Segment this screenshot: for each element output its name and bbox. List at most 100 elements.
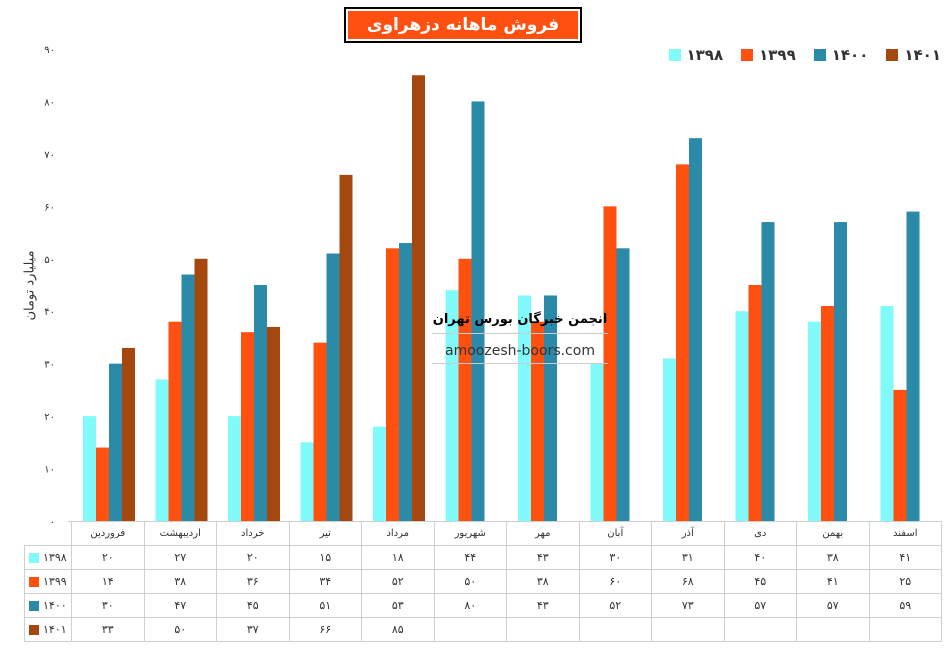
x-tick-label: بهمن — [796, 521, 870, 546]
table-row: ۱۴۰۰ ۳۰ ۴۷ ۴۵ ۵۱ ۵۳ ۸۰ ۴۳ ۵۲ ۷۳ ۵۷ ۵۷ ۵۹ — [24, 592, 942, 618]
table-cell: ۳۸ — [143, 568, 217, 594]
table-cell: ۱۵ — [288, 544, 362, 570]
x-tick-label: اردیبهشت — [143, 521, 217, 546]
table-cell: ۳۸ — [796, 544, 870, 570]
watermark-url: amoozesh-boors.com — [432, 343, 608, 364]
table-cell: ۲۷ — [143, 544, 217, 570]
row-header: ۱۳۹۸ — [24, 544, 72, 570]
table-cell: ۳۱ — [651, 544, 725, 570]
chart-title-box: فروش ماهانه دزهراوی — [344, 7, 582, 43]
bar-1-3 — [313, 342, 327, 521]
table-cell: ۴۳ — [506, 592, 580, 618]
bar-2-6 — [544, 295, 557, 521]
table-cell — [578, 616, 652, 642]
bar-3-2 — [267, 326, 280, 521]
bar-2-4 — [399, 243, 412, 522]
bar-0-0 — [83, 416, 96, 521]
bar-3-3 — [339, 174, 353, 521]
bar-0-7 — [590, 363, 604, 521]
bar-0-6 — [518, 295, 531, 521]
bar-2-9 — [761, 222, 775, 522]
x-tick-label: فروردین — [71, 521, 145, 546]
legend-item: ۱۳۹۹ — [741, 46, 796, 64]
table-cell: ۶۶ — [288, 616, 362, 642]
bar-1-1 — [168, 321, 182, 521]
legend-swatch — [886, 49, 899, 61]
x-tick-label: آذر — [651, 521, 725, 546]
bar-0-3 — [300, 442, 314, 521]
y-tick-label: ۲۰ — [44, 412, 55, 423]
bar-3-4 — [412, 75, 425, 521]
table-cell: ۳۳ — [71, 616, 145, 642]
table-cell — [868, 616, 942, 642]
y-tick-label: ۵۰ — [44, 255, 55, 266]
table-cell: ۲۰ — [216, 544, 290, 570]
table-cell: ۵۷ — [723, 592, 797, 618]
legend-swatch — [813, 49, 826, 61]
table-cell — [796, 616, 870, 642]
row-swatch — [29, 600, 39, 611]
table-cell — [433, 616, 507, 642]
table-cell: ۴۵ — [723, 568, 797, 594]
table-cell: ۸۰ — [433, 592, 507, 618]
bar-1-10 — [821, 305, 834, 521]
y-tick-label: ۶۰ — [44, 202, 55, 213]
bar-3-1 — [194, 258, 208, 521]
table-cell: ۵۰ — [433, 568, 507, 594]
bar-1-8 — [676, 164, 689, 521]
row-header: ۱۴۰۱ — [24, 616, 72, 642]
y-tick-label: ۱۰ — [44, 465, 55, 476]
bar-2-10 — [834, 222, 847, 522]
table-cell: ۳۸ — [506, 568, 580, 594]
bar-0-8 — [663, 358, 676, 521]
x-tick-label: خرداد — [216, 521, 290, 546]
bar-1-0 — [96, 447, 109, 521]
row-swatch — [29, 624, 39, 635]
bar-2-11 — [906, 211, 920, 522]
row-label: ۱۴۰۰ — [43, 598, 67, 612]
bar-0-11 — [880, 305, 894, 521]
table-cell: ۶۸ — [651, 568, 725, 594]
table-cell: ۴۷ — [143, 592, 217, 618]
x-tick-label: تیر — [288, 521, 362, 546]
bar-0-10 — [808, 321, 821, 521]
legend-swatch — [668, 49, 681, 61]
y-tick-label: ۸۰ — [44, 97, 55, 108]
legend-item: ۱۳۹۸ — [668, 46, 723, 64]
table-cell: ۵۹ — [868, 592, 942, 618]
x-tick-label: مهر — [506, 521, 580, 546]
table-cell: ۲۰ — [71, 544, 145, 570]
table-row: ۱۳۹۸ ۲۰ ۲۷ ۲۰ ۱۵ ۱۸ ۴۴ ۴۳ ۳۰ ۳۱ ۴۰ ۳۸ ۴۱ — [24, 544, 942, 570]
chart-title: فروش ماهانه دزهراوی — [348, 11, 578, 39]
table-cell: ۳۷ — [216, 616, 290, 642]
table-cell: ۴۳ — [506, 544, 580, 570]
table-cell: ۳۰ — [578, 544, 652, 570]
legend-swatch — [741, 49, 754, 61]
bar-1-7 — [603, 206, 617, 522]
table-cell: ۴۴ — [433, 544, 507, 570]
bar-0-5 — [445, 290, 459, 521]
table-cell: ۵۱ — [288, 592, 362, 618]
bar-2-1 — [181, 274, 195, 521]
x-tick-label: شهریور — [433, 521, 507, 546]
table-cell: ۴۱ — [868, 544, 942, 570]
bar-0-2 — [228, 416, 241, 521]
y-tick-label: ۳۰ — [44, 360, 55, 371]
data-table: فروردین اردیبهشت خرداد تیر مرداد شهریور مهر آبا… — [24, 521, 942, 642]
bar-0-1 — [155, 379, 169, 521]
legend-label: ۱۳۹۹ — [759, 46, 796, 64]
row-swatch — [29, 552, 39, 563]
bar-3-0 — [122, 347, 135, 521]
table-cell: ۸۵ — [361, 616, 435, 642]
row-header: ۱۴۰۰ — [24, 592, 72, 618]
bar-1-11 — [893, 389, 907, 521]
bar-2-5 — [471, 101, 485, 521]
row-label: ۱۳۹۸ — [43, 550, 67, 564]
table-cell — [506, 616, 580, 642]
table-cell: ۳۴ — [288, 568, 362, 594]
bar-2-7 — [616, 248, 630, 522]
table-cell: ۳۶ — [216, 568, 290, 594]
table-cell: ۵۳ — [361, 592, 435, 618]
legend-label: ۱۴۰۰ — [831, 46, 869, 64]
bar-1-5 — [458, 258, 472, 521]
